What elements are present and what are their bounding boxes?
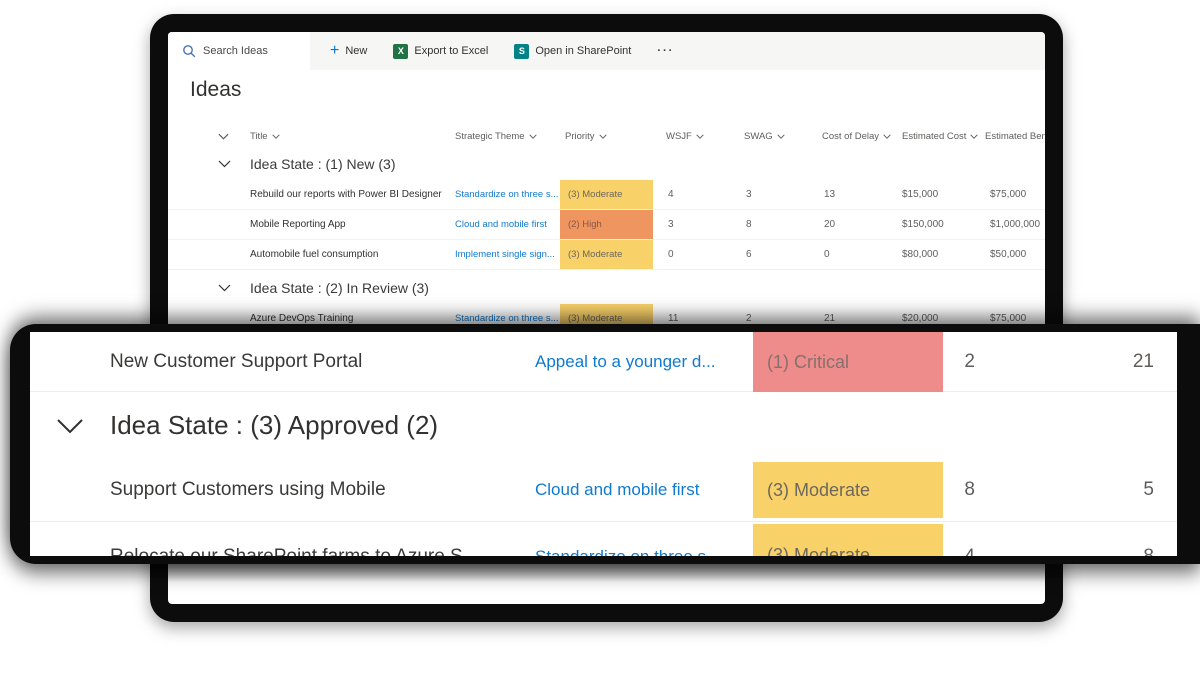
table-row[interactable]: Rebuild our reports with Power BI Design…	[168, 180, 1045, 210]
table-row[interactable]: Automobile fuel consumption Implement si…	[168, 240, 1045, 270]
cell-swag: 6	[746, 249, 752, 260]
page-title: Ideas	[190, 78, 242, 101]
cell-strategic-theme-link[interactable]: Standardize on three s...	[455, 313, 559, 324]
cell-title[interactable]: Automobile fuel consumption	[250, 249, 379, 260]
cell-strategic-theme-link[interactable]: Cloud and mobile first	[535, 479, 700, 499]
cell-title[interactable]: Relocate our SharePoint farms to Azure S	[110, 522, 463, 556]
column-header-cost-of-delay[interactable]: Cost of Delay	[822, 124, 891, 148]
command-buttons: + New X Export to Excel S Open in ShareP…	[310, 32, 674, 70]
excel-icon: X	[393, 43, 409, 59]
export-to-excel-button[interactable]: X Export to Excel	[393, 43, 489, 59]
cell-estimated-cost: $15,000	[902, 189, 939, 200]
column-header-swag[interactable]: SWAG	[744, 124, 785, 148]
cell-estimated-benefit: $50,000	[990, 249, 1027, 260]
search-box[interactable]	[168, 32, 310, 70]
sharepoint-icon: S	[514, 43, 530, 59]
command-bar: + New X Export to Excel S Open in ShareP…	[168, 32, 1045, 70]
magnified-overlay-frame: New Customer Support Portal Appeal to a …	[10, 324, 1200, 564]
priority-chip: (3) Moderate	[753, 524, 943, 556]
cell-estimated-cost: $80,000	[902, 249, 939, 260]
more-commands-button[interactable]: ···	[657, 45, 674, 57]
cell-cost-of-delay: 21	[824, 313, 836, 324]
cell-cost-of-delay: 20	[824, 219, 836, 230]
cell-wsjf: 8	[964, 478, 975, 500]
column-header-priority[interactable]: Priority	[565, 124, 607, 148]
cell-title[interactable]: Support Customers using Mobile	[110, 478, 386, 500]
priority-chip: (1) Critical	[753, 332, 943, 392]
cell-estimated-benefit: $75,000	[990, 313, 1027, 324]
priority-chip: (3) Moderate	[753, 462, 943, 518]
cell-cost-of-delay: 13	[824, 189, 836, 200]
search-input[interactable]	[203, 45, 303, 57]
new-button[interactable]: + New	[330, 43, 367, 59]
export-label: Export to Excel	[414, 45, 489, 57]
cell-wsjf: 3	[668, 219, 674, 230]
table-row[interactable]: Mobile Reporting App Cloud and mobile fi…	[168, 210, 1045, 240]
cell-strategic-theme-link[interactable]: Implement single sign...	[455, 249, 555, 260]
priority-chip: (3) Moderate	[560, 240, 653, 269]
new-button-label: New	[345, 45, 368, 57]
group-header-in-review[interactable]: Idea State : (2) In Review (3)	[168, 274, 1045, 302]
cell-wsjf: 4	[668, 189, 674, 200]
cell-swag: 3	[746, 189, 752, 200]
select-all-chevron-icon[interactable]	[218, 124, 229, 148]
cell-title[interactable]: Rebuild our reports with Power BI Design…	[250, 189, 442, 200]
cell-cost-of-delay: 0	[824, 249, 830, 260]
group-collapse-chevron-icon[interactable]	[218, 284, 231, 292]
group-header-label: Idea State : (1) New (3)	[250, 156, 396, 172]
cell-strategic-theme-link[interactable]: Standardize on three s...	[535, 522, 720, 556]
cell-wsjf: 0	[668, 249, 674, 260]
cell-swag: 8	[1070, 522, 1154, 556]
table-row[interactable]: New Customer Support Portal Appeal to a …	[30, 332, 1177, 392]
priority-chip: (3) Moderate	[560, 180, 653, 209]
column-header-row: Title Strategic Theme Priority WSJF SWAG…	[168, 124, 1045, 148]
cell-estimated-benefit: $1,000,000	[990, 219, 1041, 230]
cell-wsjf: 4	[895, 522, 975, 556]
overlay-drop-shadow	[150, 564, 1045, 582]
cell-title[interactable]: New Customer Support Portal	[110, 350, 363, 372]
column-header-strategic-theme[interactable]: Strategic Theme	[455, 124, 537, 148]
cell-strategic-theme-link[interactable]: Cloud and mobile first	[455, 219, 547, 230]
cell-strategic-theme-link[interactable]: Appeal to a younger d...	[535, 351, 716, 371]
ellipsis-icon: ···	[657, 45, 675, 57]
cell-wsjf: 2	[964, 350, 975, 372]
open-label: Open in SharePoint	[535, 45, 632, 57]
column-header-estimated-cost[interactable]: Estimated Cost	[902, 124, 979, 148]
cell-title[interactable]: Mobile Reporting App	[250, 219, 346, 230]
group-header-label: Idea State : (3) Approved (2)	[110, 409, 439, 440]
search-icon	[183, 45, 196, 58]
cell-swag: 8	[746, 219, 752, 230]
plus-icon: +	[330, 42, 340, 59]
cell-swag: 2	[746, 313, 752, 324]
column-header-wsjf[interactable]: WSJF	[666, 124, 704, 148]
group-collapse-chevron-icon[interactable]	[56, 418, 84, 434]
cell-title[interactable]: Azure DevOps Training	[250, 313, 354, 324]
group-header-new[interactable]: Idea State : (1) New (3)	[168, 150, 1045, 178]
cell-strategic-theme-link[interactable]: Standardize on three s...	[455, 189, 559, 200]
group-header-approved[interactable]: Idea State : (3) Approved (2)	[30, 392, 1177, 458]
priority-chip: (2) High	[560, 210, 653, 239]
cell-estimated-cost: $150,000	[902, 219, 944, 230]
open-in-sharepoint-button[interactable]: S Open in SharePoint	[514, 43, 632, 59]
cell-estimated-benefit: $75,000	[990, 189, 1027, 200]
table-row[interactable]: Relocate our SharePoint farms to Azure S…	[30, 522, 1177, 556]
table-row[interactable]: Support Customers using Mobile Cloud and…	[30, 458, 1177, 522]
cell-estimated-cost: $20,000	[902, 313, 939, 324]
column-header-title[interactable]: Title	[250, 124, 280, 148]
cell-wsjf: 11	[668, 313, 679, 324]
magnified-overlay-content: New Customer Support Portal Appeal to a …	[30, 332, 1177, 556]
cell-swag: 21	[1132, 350, 1154, 372]
column-header-estimated-benefit[interactable]: Estimated Benefit	[985, 130, 1045, 142]
group-collapse-chevron-icon[interactable]	[218, 160, 231, 168]
cell-swag: 5	[1143, 478, 1154, 500]
group-header-label: Idea State : (2) In Review (3)	[250, 280, 429, 296]
